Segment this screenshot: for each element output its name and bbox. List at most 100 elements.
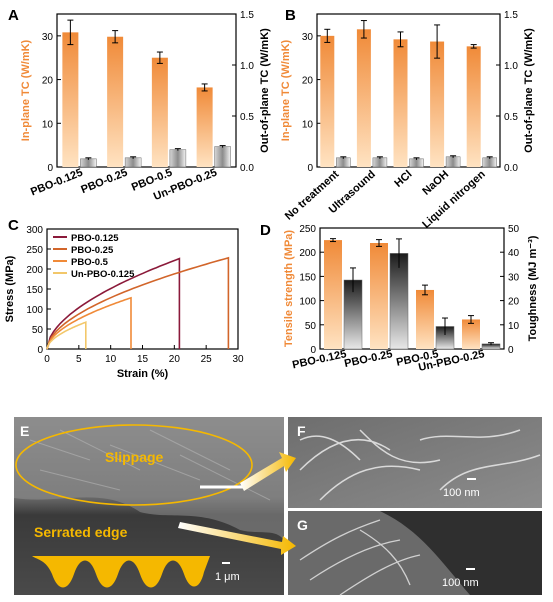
y2-tick-label: 40 <box>508 248 520 259</box>
y2-tick-label: 1.5 <box>240 10 254 21</box>
x-tick-label: 0 <box>44 354 50 365</box>
scale-label-f: 100 nm <box>443 487 480 499</box>
stress-strain-curve <box>46 320 87 350</box>
scale-bar-e <box>222 562 230 564</box>
stress-strain-curve <box>46 296 132 350</box>
sem-f-fibrils <box>299 429 541 501</box>
sem-e-surface-texture <box>14 417 284 540</box>
bar-left <box>370 243 388 349</box>
y-tick-label: 300 <box>26 225 43 236</box>
y2-tick-label: 0 <box>508 345 514 356</box>
y-tick-label: 200 <box>26 265 43 276</box>
y2-axis-label: Out-of-plane TC (W/mK) <box>259 28 271 153</box>
y-tick-label: 150 <box>299 272 316 283</box>
y-tick-label: 0 <box>37 345 43 356</box>
panel-letter-a: A <box>8 7 19 24</box>
bar-left <box>107 36 124 167</box>
y-axis-label: In-plane TC (W/mK) <box>280 39 292 141</box>
y-tick-label: 0 <box>47 163 53 174</box>
legend-label: Un-PBO-0.125 <box>71 269 135 280</box>
x-tick-label: 20 <box>169 354 181 365</box>
y2-tick-label: 1.0 <box>504 61 518 72</box>
y-axis-label: Stress (MPa) <box>4 255 16 322</box>
panel-letter-g: G <box>297 517 308 533</box>
panel-letter-f: F <box>297 423 306 439</box>
bar-right <box>409 158 424 168</box>
y2-tick-label: 20 <box>508 297 520 308</box>
bar-left <box>320 35 335 167</box>
y-tick-label: 20 <box>42 76 54 87</box>
scale-label-e: 1 μm <box>215 571 240 583</box>
category-label: NaOH <box>420 168 451 197</box>
y2-tick-label: 1.0 <box>240 61 254 72</box>
y2-axis-label: Toughness (MJ m⁻³) <box>527 235 539 341</box>
bar-right <box>445 156 461 168</box>
legend-label: PBO-0.25 <box>71 245 114 256</box>
panel-letter-d: D <box>260 222 271 239</box>
bar-right <box>80 158 97 168</box>
x-axis-label: Strain (%) <box>117 368 169 380</box>
y-tick-label: 250 <box>26 245 43 256</box>
chart-panel-c: 0 5 10 15 20 25 30050100150200250300PBO-0.125P… <box>4 225 244 380</box>
bar-right <box>336 157 351 168</box>
y2-tick-label: 1.5 <box>504 10 518 21</box>
category-label: PBO-0.125 <box>29 167 85 199</box>
stress-strain-curve <box>46 257 181 350</box>
sem-section: Slippage Serrated edge 1 μm E 100 nm F 1… <box>14 417 542 596</box>
category-label: PBO-0.25 <box>343 348 393 370</box>
y-tick-label: 0 <box>310 345 316 356</box>
scale-label-g: 100 nm <box>442 577 479 589</box>
serrated-edge-label: Serrated edge <box>34 524 128 540</box>
y-tick-label: 50 <box>305 321 317 332</box>
bar-right <box>372 157 388 168</box>
y2-tick-label: 0.5 <box>504 112 518 123</box>
panel-letter-c: C <box>8 217 19 234</box>
x-tick-label: 30 <box>232 354 244 365</box>
arrow-to-f <box>240 452 296 491</box>
bar-left <box>151 57 168 167</box>
y-tick-label: 30 <box>42 32 54 43</box>
plot-frame <box>319 227 505 350</box>
stress-strain-curve <box>46 256 230 350</box>
y-tick-label: 20 <box>302 76 314 87</box>
bar-left <box>466 46 481 167</box>
bar-left <box>324 240 342 349</box>
bar-left <box>62 32 79 167</box>
bar-left <box>416 289 434 349</box>
y2-tick-label: 10 <box>508 321 520 332</box>
y2-tick-label: 50 <box>508 224 520 235</box>
y2-tick-label: 0.5 <box>240 112 254 123</box>
bar-right <box>214 146 231 168</box>
plot-frame <box>316 13 501 168</box>
y-tick-label: 150 <box>26 285 43 296</box>
y-axis-label: Tensile strength (MPa) <box>283 230 295 347</box>
y-tick-label: 30 <box>302 32 314 43</box>
sem-g-edge-strands <box>299 519 421 596</box>
y-tick-label: 200 <box>299 248 316 259</box>
arrow-to-g <box>178 522 296 555</box>
x-tick-label: 10 <box>105 354 117 365</box>
category-label: PBO-0.125 <box>291 348 347 371</box>
category-label: Liquid nitrogen <box>420 168 488 231</box>
bar-right <box>482 157 497 168</box>
legend-label: PBO-0.125 <box>71 233 119 244</box>
y2-axis-label: Out-of-plane TC (W/mK) <box>523 28 535 153</box>
bar-right <box>124 157 142 168</box>
y-tick-label: 100 <box>299 297 316 308</box>
sem-g-dark-region <box>380 511 542 595</box>
y-tick-label: 10 <box>42 119 54 130</box>
legend-label: PBO-0.5 <box>71 257 109 268</box>
panel-letter-e: E <box>20 423 29 439</box>
scale-bar-f <box>467 478 476 480</box>
bar-right <box>169 149 187 168</box>
chart-panel-d: 0 50 100 150 200 250 0 10 20 30 40 50 PBO-0.125PBO-0… <box>283 224 539 374</box>
y-tick-label: 0 <box>307 163 313 174</box>
bar-left <box>196 87 213 167</box>
category-label: PBO-0.25 <box>79 167 129 196</box>
y-tick-label: 250 <box>299 224 316 235</box>
x-tick-label: 5 <box>76 354 82 365</box>
x-tick-label: 25 <box>201 354 213 365</box>
